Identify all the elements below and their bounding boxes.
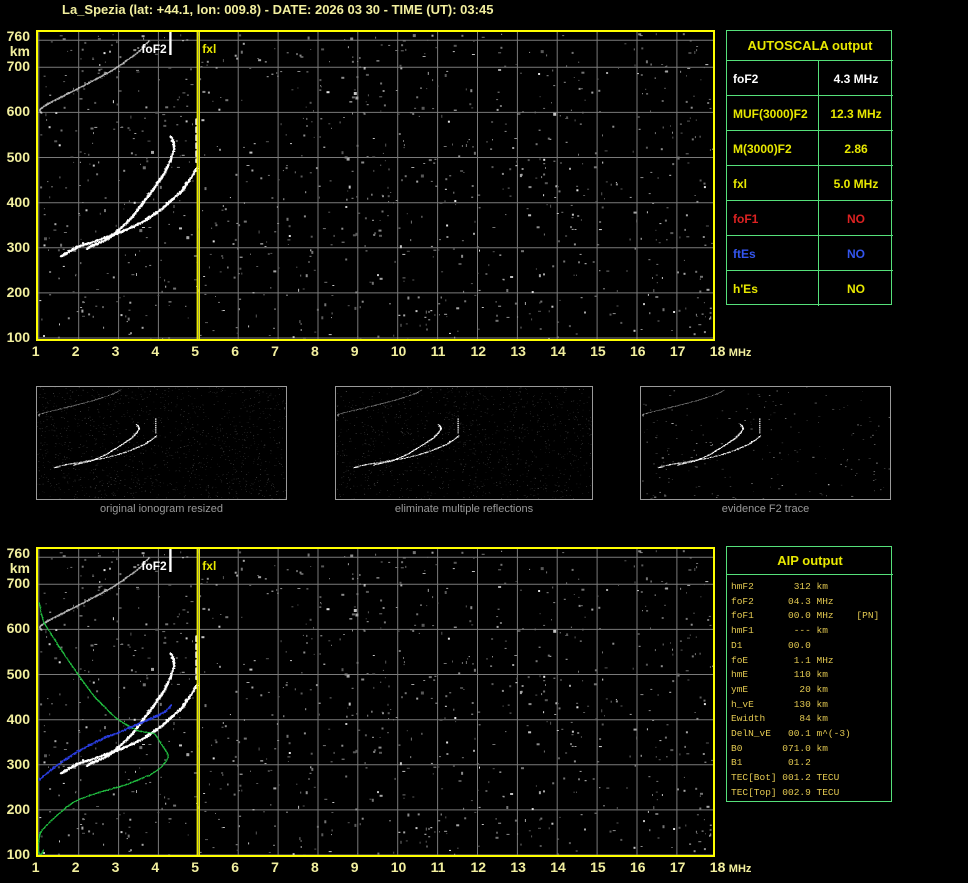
- svg-text:fxl: fxl: [202, 42, 216, 56]
- svg-text:foF2: foF2: [141, 42, 167, 56]
